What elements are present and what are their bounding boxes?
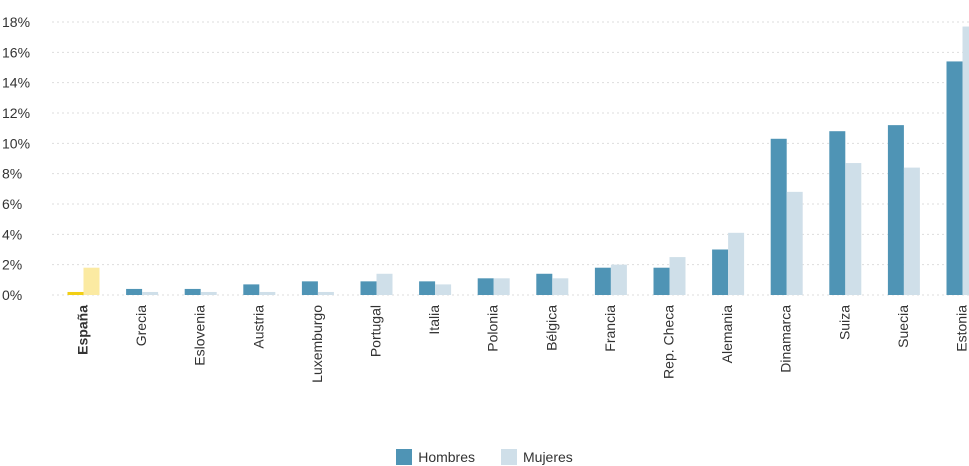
bar-mujeres[interactable] [376, 273, 393, 295]
bar-mujeres[interactable] [552, 278, 569, 295]
bar-mujeres[interactable] [786, 191, 803, 295]
bar-hombres[interactable] [887, 125, 904, 295]
bar-mujeres[interactable] [200, 291, 217, 295]
y-tick-label: 2% [2, 257, 22, 273]
y-tick-label: 10% [2, 135, 30, 151]
bar-hombres[interactable] [67, 291, 84, 295]
x-tick-label: Estonia [954, 305, 969, 352]
bar-hombres[interactable] [184, 288, 201, 295]
bar-mujeres[interactable] [610, 264, 627, 295]
legend-item-hombres[interactable]: Hombres [396, 449, 475, 465]
x-tick-label: Italia [426, 305, 442, 335]
bar-hombres[interactable] [301, 281, 318, 295]
legend-swatch-mujeres [501, 449, 517, 465]
y-tick-label: 16% [2, 44, 30, 60]
bar-hombres[interactable] [477, 278, 494, 295]
bar-mujeres[interactable] [142, 291, 159, 295]
legend: Hombres Mujeres [0, 449, 969, 465]
x-tick-label: España [75, 305, 91, 355]
bar-mujeres[interactable] [493, 278, 510, 295]
x-tick-label: Dinamarca [778, 305, 794, 373]
bar-mujeres[interactable] [259, 291, 276, 295]
x-tick-label: Eslovenia [192, 305, 208, 366]
bar-hombres[interactable] [770, 138, 787, 295]
bar-mujeres[interactable] [962, 26, 969, 296]
legend-label-mujeres: Mujeres [523, 449, 573, 465]
bar-mujeres[interactable] [317, 291, 334, 295]
bar-mujeres[interactable] [728, 232, 745, 295]
x-tick-label: Bélgica [543, 305, 559, 351]
bar-hombres[interactable] [829, 131, 846, 295]
y-axis-tick-labels: 0% 2% 4% 6% 8% 10% 12% 14% 16% 18% [2, 14, 30, 303]
bar-hombres[interactable] [653, 267, 670, 295]
bar-hombres[interactable] [536, 273, 553, 295]
x-axis-tick-labels: España Grecia Eslovenia Austria Luxemburgo Po… [75, 305, 969, 383]
y-tick-label: 6% [2, 196, 22, 212]
x-tick-label: Suiza [836, 305, 852, 340]
bar-mujeres[interactable] [903, 167, 920, 295]
x-tick-label: Rep. Checa [661, 305, 677, 379]
y-tick-label: 4% [2, 226, 22, 242]
y-tick-label: 14% [2, 75, 30, 91]
bar-mujeres[interactable] [845, 163, 862, 295]
bar-hombres[interactable] [712, 249, 729, 296]
x-tick-label: Grecia [133, 305, 149, 346]
bar-mujeres[interactable] [435, 284, 452, 295]
bar-mujeres[interactable] [669, 257, 686, 295]
legend-swatch-hombres [396, 449, 413, 465]
x-tick-label: Alemania [719, 305, 735, 364]
x-tick-label: Luxemburgo [309, 305, 325, 383]
x-tick-label: Portugal [368, 305, 384, 357]
y-tick-label: 12% [2, 105, 30, 121]
x-tick-label: Francia [602, 305, 618, 352]
legend-item-mujeres[interactable]: Mujeres [501, 449, 573, 465]
bar-hombres[interactable] [243, 284, 260, 295]
bar-hombres[interactable] [126, 288, 143, 295]
x-tick-label: Polonia [485, 305, 501, 352]
legend-label-hombres: Hombres [418, 449, 475, 465]
y-tick-label: 0% [2, 287, 22, 303]
bar-hombres[interactable] [594, 267, 611, 295]
bar-hombres[interactable] [419, 281, 436, 295]
bar-hombres[interactable] [946, 61, 963, 295]
bar-chart: 0%2%4%6%8%10%12%14%16%18% España Grecia Es… [2, 14, 969, 383]
y-tick-label: 18% [2, 14, 30, 30]
bars [67, 26, 969, 296]
y-tick-label: 8% [2, 166, 22, 182]
x-tick-label: Suecia [895, 305, 911, 348]
bar-mujeres[interactable] [83, 267, 100, 295]
bar-hombres[interactable] [360, 281, 377, 295]
x-tick-label: Austria [250, 305, 266, 349]
